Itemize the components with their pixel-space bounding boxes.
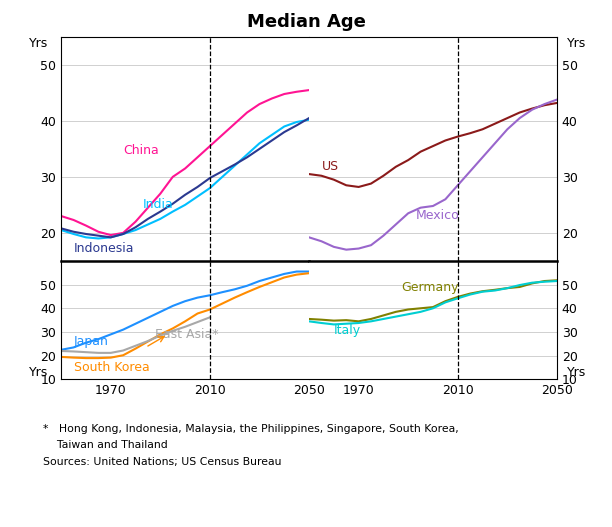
Text: East Asia*: East Asia* [155, 328, 219, 341]
Text: Median Age: Median Age [247, 13, 365, 31]
Text: *   Hong Kong, Indonesia, Malaysia, the Philippines, Singapore, South Korea,: * Hong Kong, Indonesia, Malaysia, the Ph… [43, 424, 458, 434]
Text: Yrs: Yrs [29, 37, 48, 50]
Text: Indonesia: Indonesia [73, 242, 134, 256]
Text: Mexico: Mexico [416, 209, 460, 222]
Text: India: India [143, 198, 174, 211]
Text: Sources: United Nations; US Census Bureau: Sources: United Nations; US Census Burea… [43, 457, 282, 467]
Text: South Korea: South Korea [73, 361, 149, 374]
Text: Italy: Italy [334, 325, 361, 337]
Text: US: US [321, 160, 338, 173]
Text: China: China [123, 144, 159, 158]
Text: Yrs: Yrs [567, 37, 587, 50]
Text: Japan: Japan [73, 335, 108, 348]
Text: Yrs: Yrs [567, 366, 587, 379]
Text: Taiwan and Thailand: Taiwan and Thailand [43, 440, 168, 450]
Text: Germany: Germany [401, 280, 458, 294]
Text: Yrs: Yrs [29, 366, 48, 379]
